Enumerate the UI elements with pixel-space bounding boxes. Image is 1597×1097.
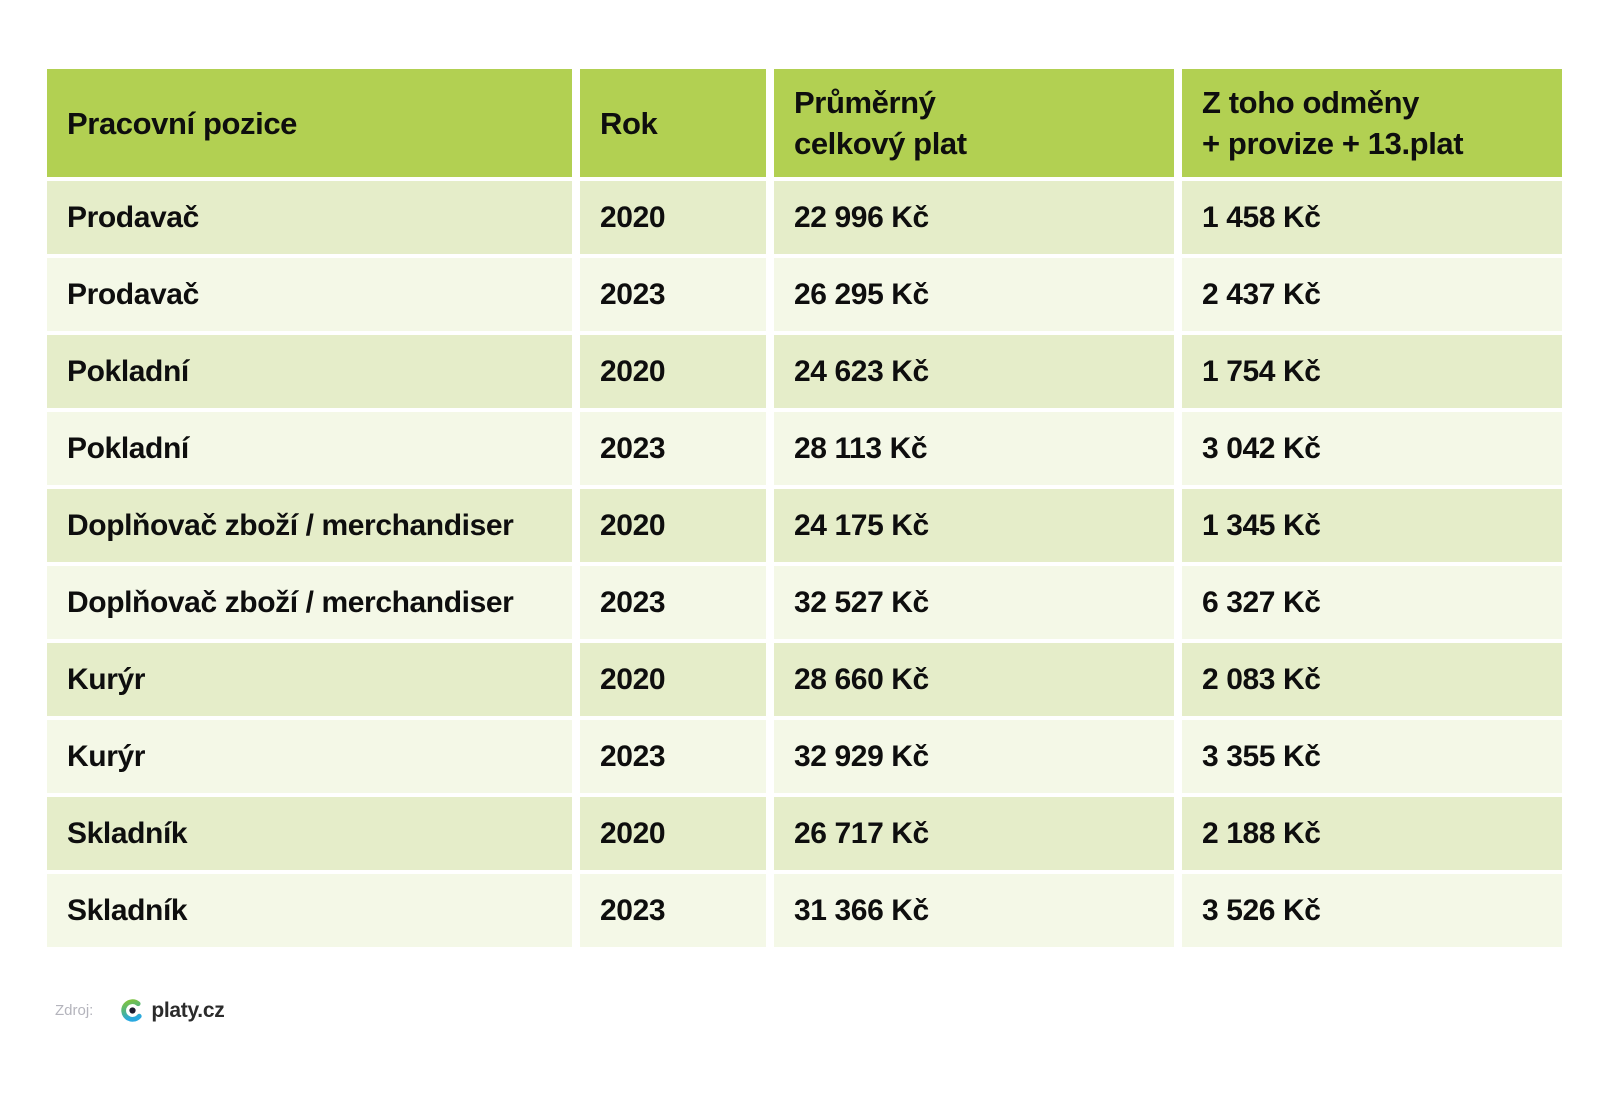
platy-logo-text: platy.cz [151,998,225,1022]
bonus-cell: 1 458 Kč [1182,181,1562,254]
position-cell: Skladník [47,874,572,947]
bonus-cell: 1 754 Kč [1182,335,1562,408]
position-cell: Kurýr [47,720,572,793]
year-cell: 2020 [580,643,766,716]
salary-cell: 26 295 Kč [774,258,1174,331]
salary-cell: 22 996 Kč [774,181,1174,254]
col-header-bonus: Z toho odměny + provize + 13.plat [1182,69,1562,177]
position-cell: Prodavač [47,258,572,331]
salary-cell: 26 717 Kč [774,797,1174,870]
table-row: Pokladní 2020 24 623 Kč 1 754 Kč [47,335,1562,408]
platy-logo-icon [119,997,146,1024]
year-cell: 2023 [580,258,766,331]
salary-cell: 24 623 Kč [774,335,1174,408]
col-header-year: Rok [580,69,766,177]
bonus-cell: 6 327 Kč [1182,566,1562,639]
year-cell: 2020 [580,181,766,254]
table-row: Prodavač 2020 22 996 Kč 1 458 Kč [47,181,1562,254]
col-header-position: Pracovní pozice [47,69,572,177]
position-cell: Doplňovač zboží / merchandiser [47,489,572,562]
bonus-cell: 3 042 Kč [1182,412,1562,485]
bonus-cell: 2 188 Kč [1182,797,1562,870]
salary-cell: 24 175 Kč [774,489,1174,562]
bonus-cell: 2 437 Kč [1182,258,1562,331]
year-cell: 2020 [580,797,766,870]
position-cell: Doplňovač zboží / merchandiser [47,566,572,639]
bonus-cell: 1 345 Kč [1182,489,1562,562]
salary-cell: 28 660 Kč [774,643,1174,716]
table-row: Doplňovač zboží / merchandiser 2023 32 5… [47,566,1562,639]
bonus-cell: 3 355 Kč [1182,720,1562,793]
table-row: Skladník 2023 31 366 Kč 3 526 Kč [47,874,1562,947]
source-footer: Zdroj: platy.cz [55,997,225,1024]
bonus-cell: 3 526 Kč [1182,874,1562,947]
salary-table: Pracovní pozice Rok Průměrný celkový pla… [47,69,1562,951]
salary-cell: 31 366 Kč [774,874,1174,947]
year-cell: 2023 [580,874,766,947]
salary-cell: 32 929 Kč [774,720,1174,793]
bonus-cell: 2 083 Kč [1182,643,1562,716]
year-cell: 2023 [580,412,766,485]
salary-cell: 32 527 Kč [774,566,1174,639]
table-row: Doplňovač zboží / merchandiser 2020 24 1… [47,489,1562,562]
year-cell: 2020 [580,489,766,562]
table-row: Prodavač 2023 26 295 Kč 2 437 Kč [47,258,1562,331]
platy-logo: platy.cz [119,997,225,1024]
position-cell: Pokladní [47,335,572,408]
position-cell: Pokladní [47,412,572,485]
table-row: Skladník 2020 26 717 Kč 2 188 Kč [47,797,1562,870]
col-header-average-salary: Průměrný celkový plat [774,69,1174,177]
table-row: Kurýr 2020 28 660 Kč 2 083 Kč [47,643,1562,716]
table-row: Pokladní 2023 28 113 Kč 3 042 Kč [47,412,1562,485]
position-cell: Skladník [47,797,572,870]
position-cell: Prodavač [47,181,572,254]
year-cell: 2023 [580,720,766,793]
table-row: Kurýr 2023 32 929 Kč 3 355 Kč [47,720,1562,793]
source-label: Zdroj: [55,1002,94,1019]
year-cell: 2023 [580,566,766,639]
position-cell: Kurýr [47,643,572,716]
year-cell: 2020 [580,335,766,408]
salary-cell: 28 113 Kč [774,412,1174,485]
table-header-row: Pracovní pozice Rok Průměrný celkový pla… [47,69,1562,177]
